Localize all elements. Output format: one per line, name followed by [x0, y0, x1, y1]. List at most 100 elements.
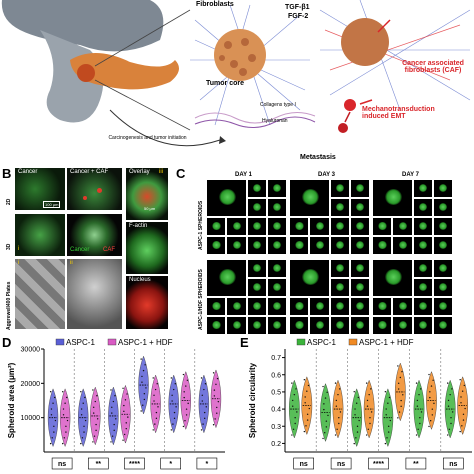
micrograph-title: Cancer + CAF: [70, 169, 109, 175]
data-point: [387, 402, 389, 404]
spheroid-well: [290, 237, 309, 254]
data-point: [80, 408, 83, 410]
roman-label: iii: [159, 169, 163, 175]
data-point: [50, 414, 53, 416]
caf-label: Cancer associated fibroblasts (CAF): [402, 60, 464, 74]
spheroid-grid: [290, 260, 369, 334]
data-point: [187, 402, 189, 405]
spheroid-well: [330, 298, 349, 315]
data-point: [397, 382, 400, 384]
data-point: [399, 376, 402, 379]
data-point: [358, 419, 360, 422]
data-point: [353, 391, 355, 393]
row-2d-label: 2D: [6, 198, 12, 205]
data-point: [62, 391, 64, 393]
data-point: [217, 400, 220, 403]
significance-box: [124, 457, 145, 470]
micrograph-aggrewell-plate: i: [15, 259, 65, 329]
data-point: [369, 422, 371, 425]
mechanotransduction-label: Mechanotransduction induced EMT: [362, 106, 435, 120]
spheroid-well: [247, 218, 266, 235]
micrograph-overlay: Overlay iii 50 μm: [126, 168, 168, 220]
data-point: [356, 425, 359, 428]
data-point: [462, 413, 465, 416]
data-point: [303, 430, 306, 433]
data-point: [201, 400, 203, 402]
spheroid-well: [267, 317, 286, 334]
y-tick-label: 20000: [21, 381, 41, 388]
data-point: [430, 385, 433, 387]
spheroid-well: [393, 317, 412, 334]
legend-label: ASPC-1 + HDF: [118, 338, 173, 347]
spheroid-well: [330, 260, 349, 277]
data-point: [356, 431, 359, 433]
data-point: [62, 414, 65, 416]
aggrewell-label: Aggrewell400 Plates: [6, 281, 12, 330]
data-point: [62, 442, 64, 445]
data-point: [370, 388, 372, 390]
data-point: [53, 396, 56, 399]
data-point: [185, 408, 188, 410]
data-point: [419, 388, 422, 390]
spheroid-well: [310, 218, 329, 235]
spheroid-grid: [207, 180, 286, 254]
fibroblasts-label: Fibroblasts: [196, 1, 234, 8]
day-label-3: DAY 3: [318, 172, 336, 178]
data-point: [417, 428, 419, 430]
data-point: [173, 411, 176, 414]
violin: [332, 379, 344, 439]
data-point: [304, 402, 306, 404]
data-point: [447, 434, 449, 436]
data-point: [460, 396, 462, 398]
significance-label: ****: [373, 461, 384, 468]
legend-caf: CAF: [103, 247, 115, 253]
spheroid-well: [290, 298, 309, 315]
data-point: [334, 434, 337, 436]
spheroid-well: [373, 237, 392, 254]
data-point: [201, 394, 203, 396]
roman-label: i: [18, 260, 20, 266]
data-point: [212, 372, 215, 374]
spheroid-well: [207, 317, 226, 334]
tgf-label: TGF-β1: [285, 4, 310, 11]
data-point: [216, 412, 218, 414]
legend-label: ASPC-1: [307, 338, 336, 347]
data-point: [182, 373, 185, 376]
violin: [320, 383, 331, 442]
spheroid-well: [413, 237, 432, 254]
data-point: [66, 419, 69, 422]
spheroid-well: [247, 199, 266, 216]
spheroid-well: [330, 317, 349, 334]
significance-box: [368, 457, 389, 470]
data-point: [140, 410, 142, 412]
significance-label: ns: [449, 461, 457, 468]
data-point: [152, 429, 154, 431]
data-point: [84, 419, 87, 422]
data-point: [123, 404, 125, 407]
data-point: [112, 400, 115, 403]
data-point: [461, 390, 464, 392]
data-point: [154, 423, 156, 425]
metastatic-cell: [338, 123, 348, 133]
data-point: [324, 397, 327, 399]
violin: [289, 379, 300, 439]
violin: [394, 362, 406, 422]
y-tick-label: 0.5: [271, 389, 281, 396]
data-point: [184, 419, 186, 422]
micrograph-title: Nucleus: [129, 277, 151, 283]
carcinogenesis-label: Carcinogenesis and tumor initiation: [108, 135, 187, 141]
data-point: [447, 405, 450, 407]
legend-label: ASPC-1 + HDF: [359, 338, 414, 347]
data-point: [389, 419, 392, 422]
data-point: [450, 417, 452, 419]
spheroid-well: [413, 180, 432, 197]
data-point: [172, 423, 174, 425]
data-point: [388, 396, 391, 399]
data-point: [54, 419, 57, 422]
data-point: [213, 389, 216, 391]
spheroid-well: [433, 298, 452, 315]
data-point: [366, 405, 369, 407]
data-point: [141, 381, 143, 383]
data-point: [65, 431, 67, 433]
data-point: [110, 441, 112, 443]
